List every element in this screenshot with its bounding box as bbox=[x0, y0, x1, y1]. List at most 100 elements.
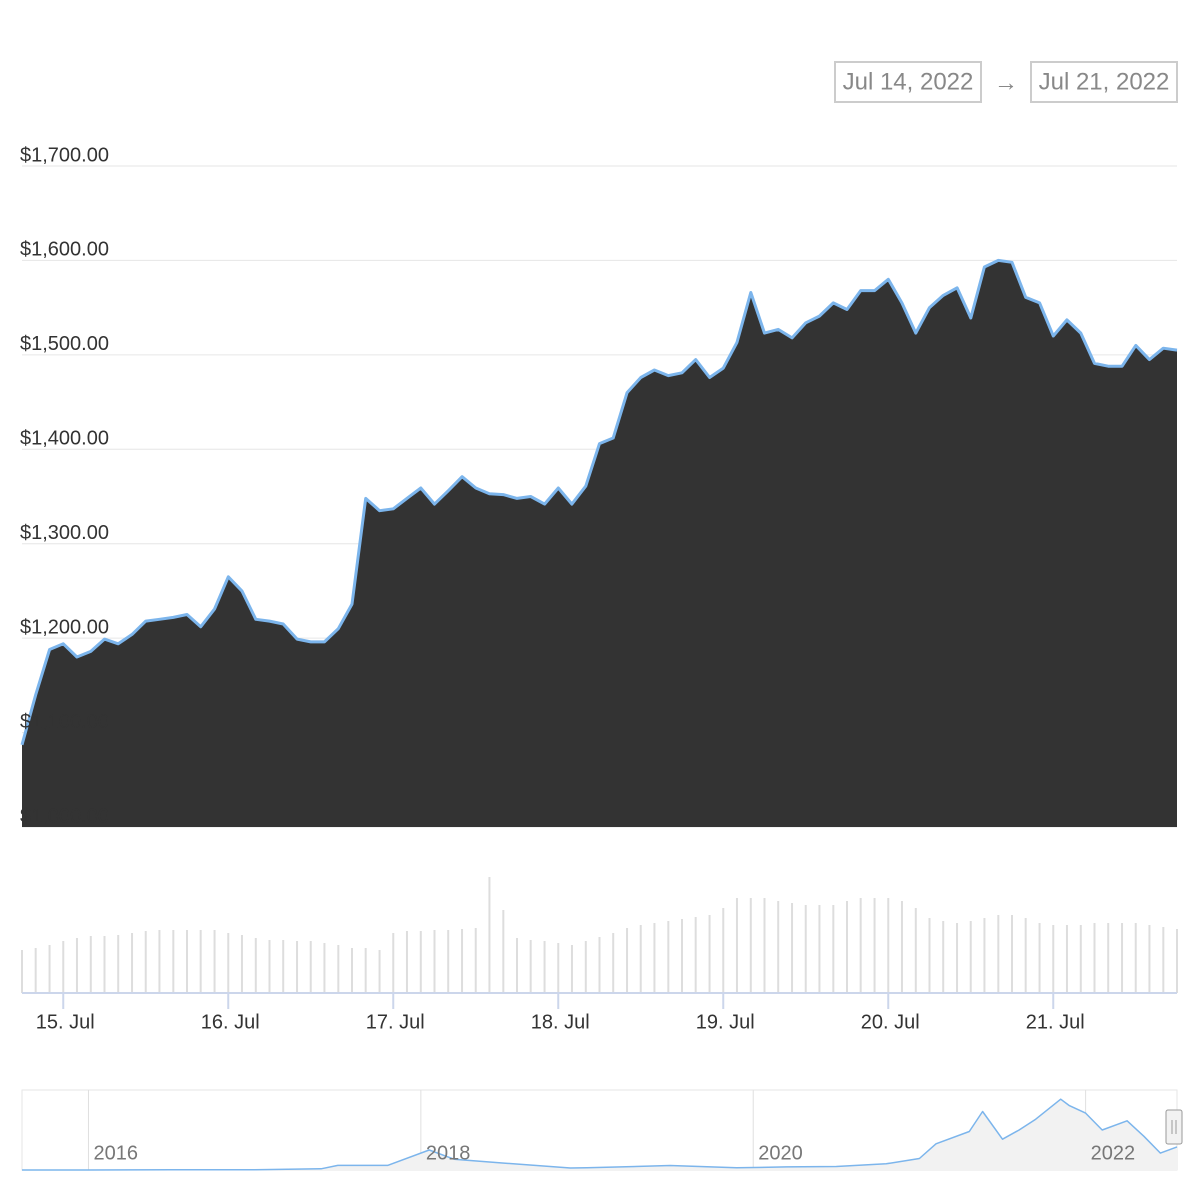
volume-bar bbox=[62, 941, 65, 993]
volume-bar bbox=[75, 938, 78, 993]
price-line bbox=[20, 258, 1178, 746]
range-from-box[interactable] bbox=[834, 61, 982, 103]
volume-bar bbox=[1162, 927, 1165, 993]
volume-bar bbox=[199, 930, 202, 993]
volume-bar bbox=[626, 928, 629, 993]
nav-tick-label: 2020 bbox=[758, 1142, 803, 1164]
volume-bar bbox=[749, 898, 752, 993]
volume-bar bbox=[282, 940, 285, 993]
y-tick-label: $1,700.00 bbox=[20, 144, 109, 166]
y-tick-label: $1,400.00 bbox=[20, 428, 109, 450]
volume-bar bbox=[832, 905, 835, 993]
volume-bar bbox=[1093, 923, 1096, 993]
volume-bar bbox=[461, 929, 464, 993]
range-to-box[interactable] bbox=[1030, 61, 1178, 103]
volume-bar bbox=[1024, 918, 1027, 993]
y-tick-label: $1,100.00 bbox=[20, 711, 109, 733]
volume-bar bbox=[818, 905, 821, 993]
volume-bar bbox=[516, 938, 518, 993]
volume-bar bbox=[1079, 925, 1082, 993]
volume-bar bbox=[1065, 925, 1068, 993]
volume-bar bbox=[983, 918, 986, 993]
volume-bar bbox=[488, 877, 491, 993]
volume-bar bbox=[942, 921, 945, 993]
volume-bar bbox=[557, 943, 560, 993]
volume-bar bbox=[735, 898, 738, 993]
volume-bar bbox=[873, 898, 876, 993]
x-tick-label: 20. Jul bbox=[861, 1011, 920, 1033]
volume-bar bbox=[502, 910, 505, 993]
volume-bar bbox=[846, 901, 848, 993]
volume-bar bbox=[777, 901, 780, 993]
volume-bar bbox=[351, 948, 353, 993]
volume-bar bbox=[48, 945, 51, 993]
volume-bar bbox=[598, 937, 601, 993]
volume-bar bbox=[158, 930, 161, 993]
volume-bar bbox=[254, 938, 257, 993]
volume-bar bbox=[928, 918, 931, 993]
volume-bar bbox=[584, 941, 587, 993]
x-tick-label: 15. Jul bbox=[36, 1011, 95, 1033]
volume-bar bbox=[722, 908, 725, 993]
volume-bar bbox=[1038, 923, 1041, 993]
y-tick-label: $1,500.00 bbox=[20, 333, 109, 355]
navigator-handle bbox=[1165, 1109, 1183, 1145]
volume-bar bbox=[21, 950, 23, 993]
volume-bar bbox=[653, 923, 656, 993]
volume-bar bbox=[804, 905, 807, 993]
volume-bar bbox=[213, 930, 216, 993]
volume-bar bbox=[639, 925, 642, 993]
volume-bar bbox=[859, 898, 862, 993]
volume-bar bbox=[1052, 925, 1055, 993]
volume-bar bbox=[240, 935, 243, 993]
volume-bar bbox=[392, 933, 395, 993]
x-tick-label: 21. Jul bbox=[1026, 1011, 1085, 1033]
y-tick-label: $1,600.00 bbox=[20, 239, 109, 261]
x-tick-label: 19. Jul bbox=[696, 1011, 755, 1033]
volume-bar bbox=[34, 948, 37, 993]
volume-bar bbox=[117, 935, 120, 993]
volume-bar bbox=[997, 915, 1000, 993]
volume-bar bbox=[405, 931, 408, 993]
nav-tick-label: 2022 bbox=[1091, 1142, 1136, 1164]
range-separator: → bbox=[994, 69, 1018, 96]
volume-bar bbox=[337, 945, 340, 993]
volume-bar bbox=[296, 941, 299, 993]
volume-bar bbox=[103, 936, 106, 993]
volume-bar bbox=[887, 898, 890, 993]
volume-bar bbox=[474, 928, 477, 993]
volume-bar bbox=[612, 933, 615, 993]
volume-bar bbox=[694, 917, 697, 993]
y-tick-label: $1,000.00 bbox=[20, 805, 109, 827]
volume-bar bbox=[309, 941, 312, 993]
x-tick-label: 18. Jul bbox=[531, 1011, 590, 1033]
volume-bar bbox=[1011, 915, 1013, 993]
navigator-line bbox=[22, 1098, 1178, 1171]
volume-bar bbox=[419, 931, 422, 993]
volume-bar bbox=[1121, 923, 1124, 993]
volume-bar bbox=[268, 940, 271, 993]
volume-bar bbox=[186, 930, 188, 993]
volume-bar bbox=[667, 921, 670, 993]
volume-bar bbox=[1176, 929, 1178, 993]
volume-bar bbox=[1107, 923, 1110, 993]
y-tick-label: $1,200.00 bbox=[20, 616, 109, 638]
y-tick-label: $1,300.00 bbox=[20, 522, 109, 544]
volume-bar bbox=[570, 945, 573, 993]
volume-bar bbox=[172, 930, 175, 993]
volume-bar bbox=[89, 936, 92, 993]
volume-bar bbox=[763, 898, 766, 993]
volume-bar bbox=[1148, 925, 1151, 993]
volume-bar bbox=[447, 930, 450, 993]
volume-bar bbox=[969, 921, 972, 993]
nav-tick-label: 2016 bbox=[93, 1142, 138, 1164]
nav-tick-label: 2018 bbox=[426, 1142, 471, 1164]
volume-bar bbox=[131, 933, 134, 993]
volume-bar bbox=[1134, 923, 1137, 993]
volume-bar bbox=[791, 903, 794, 993]
volume-bar bbox=[956, 923, 959, 993]
range-from[interactable]: Jul 14, 2022 bbox=[843, 68, 974, 95]
range-to[interactable]: Jul 21, 2022 bbox=[1039, 68, 1170, 95]
volume-bar bbox=[708, 915, 711, 993]
